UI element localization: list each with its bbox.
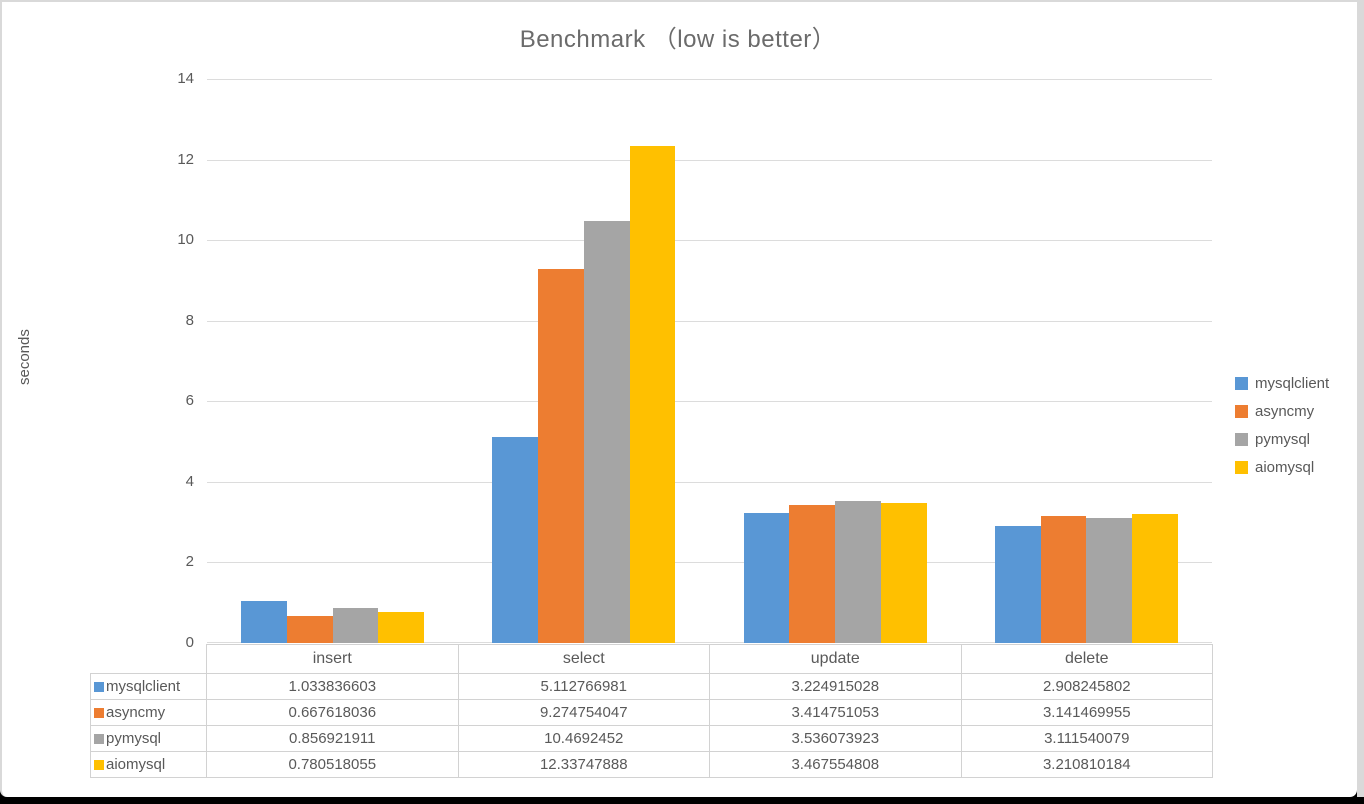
table-value-mysqlclient-delete: 2.908245802 bbox=[960, 673, 1213, 700]
legend: mysqlclient asyncmy pymysql aiomysql bbox=[1235, 369, 1329, 481]
bar-asyncmy-update bbox=[789, 505, 836, 643]
window-right-edge bbox=[1357, 0, 1364, 797]
table-category-header-insert: insert bbox=[206, 644, 459, 674]
y-tick-label-0: 0 bbox=[185, 634, 194, 651]
legend-item-mysqlclient: mysqlclient bbox=[1235, 369, 1329, 397]
table-category-header-select: select bbox=[457, 644, 710, 674]
bar-asyncmy-delete bbox=[1040, 516, 1087, 643]
y-tick-label-8: 8 bbox=[185, 311, 194, 329]
bar-pymysql-delete bbox=[1086, 517, 1133, 643]
bar-aiomysql-insert bbox=[378, 611, 425, 643]
bar-pymysql-update bbox=[835, 500, 881, 643]
y-axis: 0 2 4 6 8 10 12 14 bbox=[130, 70, 194, 651]
bar-mysqlclient-select bbox=[492, 437, 539, 643]
bar-aiomysql-update bbox=[880, 503, 927, 643]
table-value-pymysql-select: 10.4692452 bbox=[457, 725, 710, 752]
series-key-icon-mysqlclient bbox=[94, 682, 104, 692]
y-tick-label-10: 10 bbox=[177, 231, 194, 249]
series-name-label: asyncmy bbox=[106, 704, 166, 721]
table-row-aiomysql: aiomysql 0.780518055 12.33747888 3.46755480… bbox=[90, 751, 1213, 778]
table-row-header-aiomysql: aiomysql bbox=[90, 751, 207, 778]
table-value-aiomysql-insert: 0.780518055 bbox=[206, 751, 459, 778]
table-value-aiomysql-update: 3.467554808 bbox=[709, 751, 962, 778]
table-value-mysqlclient-select: 5.112766981 bbox=[457, 673, 710, 700]
chart-title: Benchmark （low is better） bbox=[519, 26, 837, 53]
legend-swatch-icon-aiomysql bbox=[1235, 460, 1248, 474]
y-tick-label-2: 2 bbox=[185, 553, 194, 571]
gridline-y-10 bbox=[207, 240, 1212, 242]
table-row-header-asyncmy: asyncmy bbox=[90, 699, 207, 726]
gridline-y-2 bbox=[207, 562, 1212, 564]
table-value-asyncmy-insert: 0.667618036 bbox=[206, 699, 459, 726]
legend-swatch-icon-pymysql bbox=[1235, 432, 1248, 446]
table-value-pymysql-insert: 0.856921911 bbox=[206, 725, 459, 752]
table-category-header-delete: delete bbox=[960, 644, 1213, 674]
plot-area bbox=[207, 79, 1212, 643]
legend-label-aiomysql: aiomysql bbox=[1255, 458, 1315, 476]
gridline-y-4 bbox=[207, 481, 1212, 483]
table-row-header-pymysql: pymysql bbox=[90, 725, 207, 752]
table-row-header-mysqlclient: mysqlclient bbox=[90, 673, 207, 700]
y-tick-label-6: 6 bbox=[185, 392, 194, 410]
table-header-row: insert select update delete bbox=[91, 644, 1213, 674]
table-value-pymysql-update: 3.536073923 bbox=[709, 725, 962, 752]
table-header: insert select update delete bbox=[91, 644, 1213, 674]
gridline-y-0 bbox=[207, 642, 1212, 643]
gridline-y-8 bbox=[207, 320, 1212, 322]
bar-aiomysql-select bbox=[629, 145, 676, 643]
legend-item-aiomysql: aiomysql bbox=[1235, 453, 1329, 481]
series-name-label: mysqlclient bbox=[106, 678, 181, 695]
table-value-pymysql-delete: 3.111540079 bbox=[960, 725, 1213, 752]
table-value-mysqlclient-insert: 1.033836603 bbox=[206, 673, 459, 700]
bar-mysqlclient-update bbox=[743, 513, 790, 643]
table-row-mysqlclient: mysqlclient 1.033836603 5.112766981 3.22491… bbox=[90, 673, 1213, 700]
gridline-y-6 bbox=[207, 401, 1212, 403]
table-value-mysqlclient-update: 3.224915028 bbox=[709, 673, 962, 700]
legend-label-asyncmy: asyncmy bbox=[1255, 402, 1315, 420]
series-key-icon-aiomysql bbox=[94, 760, 104, 770]
legend-swatch-icon-mysqlclient bbox=[1235, 376, 1248, 390]
bar-mysqlclient-delete bbox=[994, 525, 1041, 643]
legend-label-pymysql: pymysql bbox=[1255, 430, 1311, 448]
legend-item-pymysql: pymysql bbox=[1235, 425, 1329, 453]
table-row-pymysql: pymysql 0.856921911 10.4692452 3.536073923 3… bbox=[90, 725, 1213, 752]
table-row-asyncmy: asyncmy 0.667618036 9.274754047 3.414751053… bbox=[90, 699, 1213, 726]
bar-pymysql-select bbox=[583, 221, 630, 643]
series-key-icon-pymysql bbox=[94, 734, 104, 744]
table-category-header-update: update bbox=[709, 644, 962, 674]
table-value-aiomysql-select: 12.33747888 bbox=[457, 751, 710, 778]
bar-mysqlclient-insert bbox=[241, 601, 287, 643]
gridline-y-14 bbox=[207, 79, 1212, 80]
y-axis-label: seconds bbox=[16, 329, 33, 385]
gridline-y-12 bbox=[207, 159, 1212, 161]
table-value-asyncmy-update: 3.414751053 bbox=[709, 699, 962, 726]
bar-asyncmy-insert bbox=[286, 616, 333, 643]
bar-pymysql-insert bbox=[332, 608, 379, 643]
y-tick-label-4: 4 bbox=[185, 472, 194, 490]
legend-label-mysqlclient: mysqlclient bbox=[1255, 374, 1330, 392]
series-name-label: aiomysql bbox=[106, 756, 166, 773]
bar-aiomysql-delete bbox=[1132, 513, 1178, 643]
legend-item-asyncmy: asyncmy bbox=[1235, 397, 1329, 425]
table-value-asyncmy-delete: 3.141469955 bbox=[960, 699, 1213, 726]
y-tick-label-12: 12 bbox=[177, 150, 194, 168]
series-name-label: pymysql bbox=[106, 730, 162, 747]
series-key-icon-asyncmy bbox=[94, 708, 104, 718]
table-value-asyncmy-select: 9.274754047 bbox=[457, 699, 710, 726]
bar-asyncmy-select bbox=[538, 269, 584, 643]
y-tick-label-14: 14 bbox=[177, 70, 194, 87]
data-table: insert select update delete mysqlclient 1.03… bbox=[90, 644, 1213, 778]
table-corner-cell bbox=[91, 645, 207, 674]
table-body: mysqlclient 1.033836603 5.112766981 3.22491… bbox=[90, 673, 1213, 778]
table-value-aiomysql-delete: 3.210810184 bbox=[960, 751, 1213, 778]
legend-swatch-icon-asyncmy bbox=[1235, 404, 1248, 418]
